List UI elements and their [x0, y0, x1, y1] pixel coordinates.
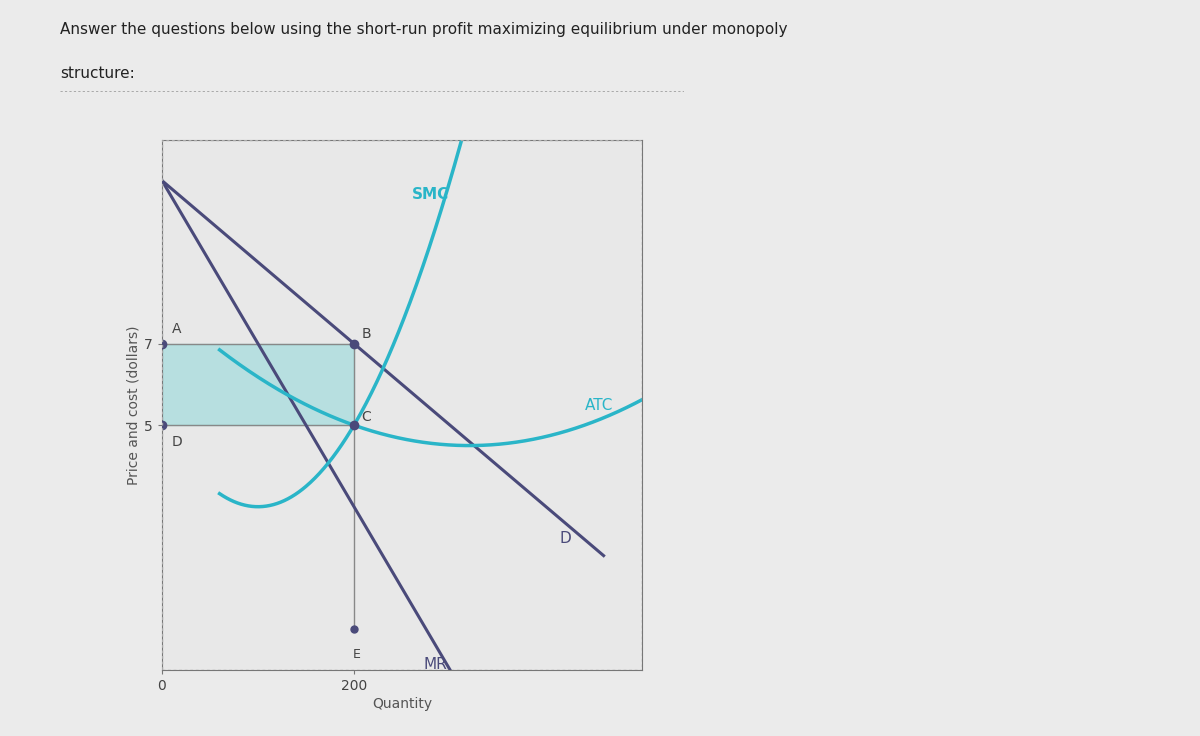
Y-axis label: Price and cost (dollars): Price and cost (dollars)	[126, 325, 140, 484]
X-axis label: Quantity: Quantity	[372, 697, 432, 711]
Text: ATC: ATC	[584, 397, 613, 413]
Text: C: C	[361, 410, 372, 424]
Text: A: A	[172, 322, 181, 336]
Text: structure:: structure:	[60, 66, 134, 81]
Bar	[162, 140, 642, 670]
Text: D: D	[172, 434, 182, 448]
Polygon shape	[162, 344, 354, 425]
Text: B: B	[361, 327, 371, 341]
Text: E: E	[353, 648, 361, 660]
Text: SMC: SMC	[412, 187, 449, 202]
Text: D: D	[559, 531, 571, 546]
Text: Answer the questions below using the short-run profit maximizing equilibrium und: Answer the questions below using the sho…	[60, 22, 787, 37]
Text: MR: MR	[424, 657, 448, 672]
